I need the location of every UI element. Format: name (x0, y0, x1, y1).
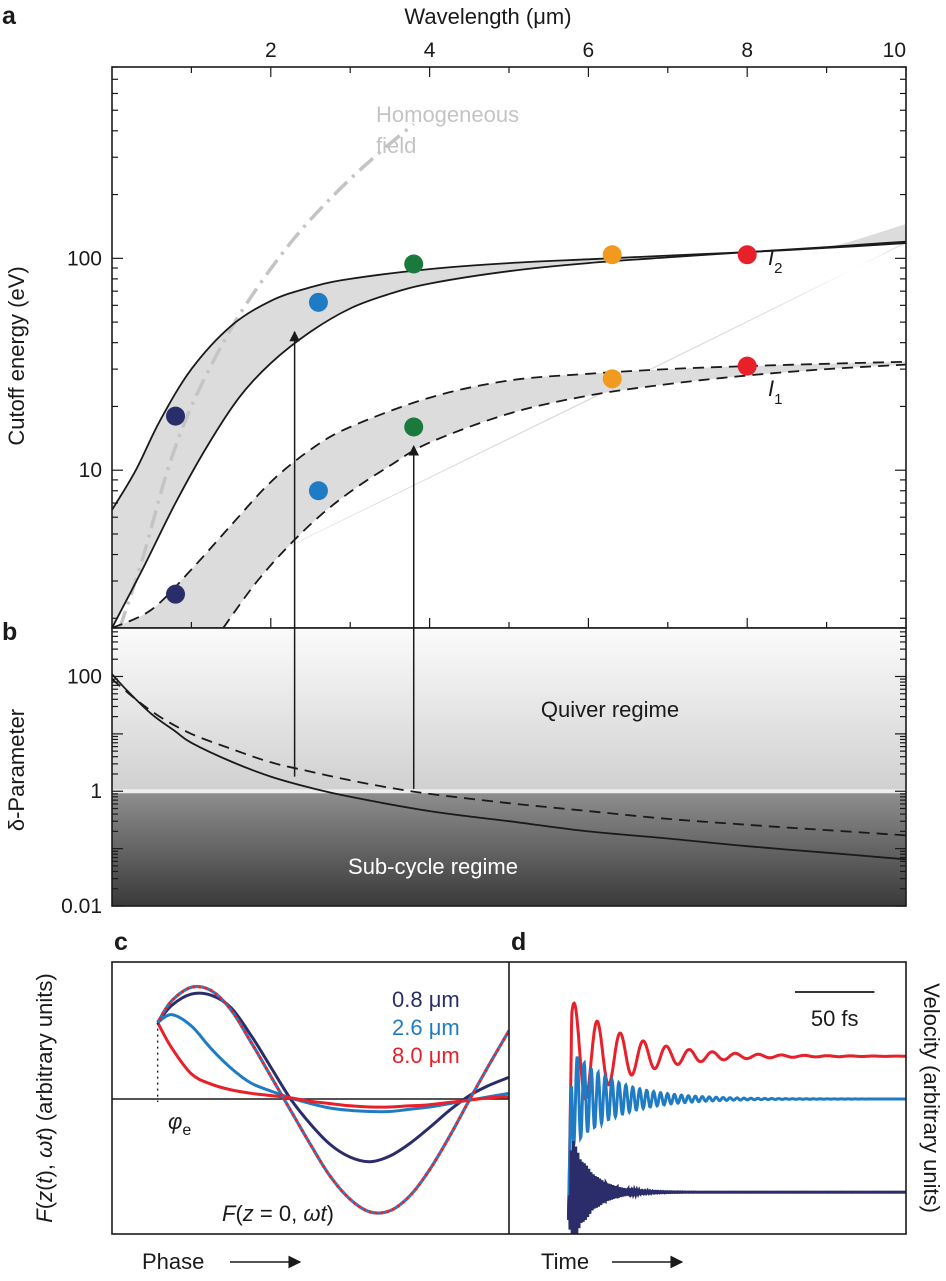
i2-label: I2 (768, 245, 782, 277)
data-point-2-6-m-i1 (308, 481, 328, 501)
i1-upper-curve (112, 360, 906, 628)
a-xtick-label: 10 (883, 39, 906, 62)
panel-a-data-points (166, 245, 757, 604)
panel-a-xlabel: Wavelength (μm) (404, 4, 571, 29)
homogeneous-label-line1: Homogeneous (376, 102, 519, 127)
panel-b-ylabel: δ-Parameter (4, 709, 29, 831)
panel-c: c φe F(z = 0, ωt) 0.8 μm 2.6 μm 8.0 μm F… (32, 928, 509, 1274)
data-point-8-0-m-i2 (737, 245, 757, 265)
a-xtick-label: 6 (583, 39, 595, 62)
i2-shaded-band (112, 224, 906, 628)
legend-2-6um: 2.6 μm (392, 1015, 460, 1040)
panel-d-series-8-0-m (567, 1001, 906, 1220)
legend-0-8um: 0.8 μm (392, 987, 460, 1012)
scale-bar-label: 50 fs (811, 1006, 859, 1031)
field-label: F(z = 0, ωt) (222, 1201, 334, 1226)
panel-d-series-0-8-m (567, 1141, 906, 1234)
data-point-6-3-m-i1 (602, 369, 622, 389)
a-xtick-label: 4 (424, 39, 436, 62)
data-point-8-0-m-i1 (737, 356, 757, 376)
panel-c-series-3 (156, 984, 509, 1215)
a-ytick-label: 100 (67, 247, 102, 270)
a-xtick-label: 8 (741, 39, 753, 62)
panel-letter-a: a (2, 2, 17, 30)
panel-c-legend: 0.8 μm 2.6 μm 8.0 μm (392, 987, 460, 1068)
b-ytick-label: 0.01 (61, 895, 102, 918)
panel-c-curves (156, 984, 509, 1215)
panel-b-frame (111, 627, 907, 907)
homogeneous-field-curve (118, 122, 415, 628)
panel-d-series-2-6-m (567, 1056, 906, 1220)
panel-c-series-4 (156, 984, 509, 1215)
panel-b-ticks: 0.01 1 100 (61, 627, 906, 918)
data-point-3-8-m-i1 (404, 417, 424, 437)
panel-letter-d: d (511, 928, 526, 956)
data-point-2-6-m-i2 (308, 292, 328, 312)
b-ytick-label: 100 (67, 665, 102, 688)
i2-lower-curve (112, 240, 906, 628)
delta-solid-curve (112, 673, 906, 861)
panel-d-xlabel: Time (541, 1249, 589, 1274)
a-xtick-label: 2 (265, 39, 277, 62)
panel-c-xlabel: Phase (142, 1249, 204, 1274)
panel-letter-c: c (114, 928, 128, 956)
panel-c-ylabel: F(z(t), ωt) (arbitrary units) (32, 973, 57, 1222)
wavelength-arrows (289, 330, 419, 789)
panel-a-ticks: 2 4 6 8 10 10 100 (67, 39, 907, 628)
panel-a: 2 4 6 8 10 10 100 Wavelength (μm) Cutoff energ… (2, 2, 907, 629)
legend-8-0um: 8.0 μm (392, 1043, 460, 1068)
quiver-region (112, 628, 906, 792)
sub-cycle-regime-label: Sub-cycle regime (348, 854, 518, 879)
data-point-0-8-m-i1 (166, 584, 186, 604)
a-ytick-label: 10 (79, 459, 102, 482)
panel-d-ylabel: Velocity (arbitrary units) (919, 983, 944, 1213)
delta-dashed-curve (112, 678, 906, 837)
panel-d: d 50 fs Velocity (arbitrary units) Time (511, 928, 944, 1274)
data-point-3-8-m-i2 (404, 254, 424, 274)
panel-a-ylabel: Cutoff energy (eV) (4, 266, 29, 445)
phi-e-label: φe (168, 1109, 191, 1139)
i1-label: I1 (768, 376, 782, 408)
data-point-6-3-m-i2 (602, 245, 622, 265)
data-point-0-8-m-i2 (166, 406, 186, 426)
panel-c-series-2 (156, 1021, 509, 1109)
homogeneous-label-line2: field (376, 133, 416, 158)
i1-shaded-band (112, 361, 906, 628)
quiver-regime-label: Quiver regime (541, 697, 679, 722)
panel-c-series-0 (156, 991, 509, 1164)
panel-letter-b: b (2, 618, 17, 646)
panel-d-curves (567, 1001, 906, 1234)
b-ytick-label: 1 (90, 780, 102, 803)
